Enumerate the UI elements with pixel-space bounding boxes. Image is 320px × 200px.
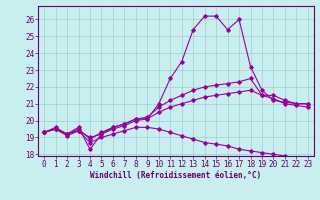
X-axis label: Windchill (Refroidissement éolien,°C): Windchill (Refroidissement éolien,°C) xyxy=(91,171,261,180)
